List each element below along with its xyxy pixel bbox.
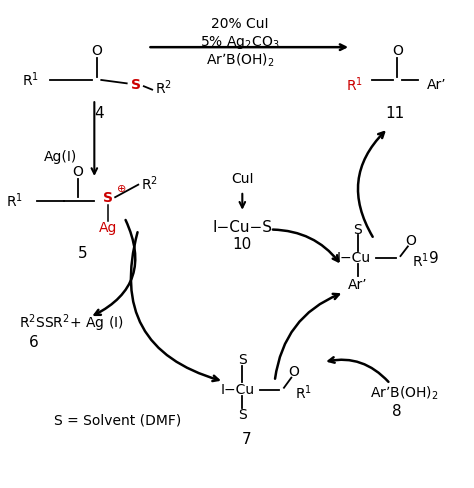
Text: R$^2$SSR$^2$+ Ag (I): R$^2$SSR$^2$+ Ag (I) [19, 313, 124, 334]
Text: Ar’B(OH)$_2$: Ar’B(OH)$_2$ [370, 385, 438, 402]
Text: O: O [289, 365, 300, 379]
Text: R$^1$: R$^1$ [295, 383, 312, 402]
Text: 11: 11 [385, 106, 404, 121]
Text: R$^1$: R$^1$ [6, 191, 23, 210]
Text: O: O [406, 234, 417, 247]
Text: O: O [392, 44, 403, 58]
Text: Ar’B(OH)$_2$: Ar’B(OH)$_2$ [206, 52, 274, 69]
Text: R$^1$: R$^1$ [412, 252, 429, 270]
Text: 9: 9 [429, 251, 439, 266]
Text: 5% Ag$_2$CO$_3$: 5% Ag$_2$CO$_3$ [200, 34, 280, 51]
Text: CuI: CuI [231, 172, 254, 186]
Text: S: S [131, 78, 141, 92]
Text: O: O [73, 164, 83, 179]
Text: Ag(I): Ag(I) [44, 150, 77, 164]
Text: 4: 4 [94, 106, 104, 121]
Text: 6: 6 [29, 335, 39, 350]
Text: I−Cu: I−Cu [220, 383, 255, 397]
Text: O: O [91, 44, 102, 58]
Text: R$^2$: R$^2$ [141, 174, 158, 193]
Text: ⊕: ⊕ [118, 183, 127, 194]
Text: R$^1$: R$^1$ [346, 76, 363, 94]
Text: Ar’: Ar’ [348, 278, 368, 292]
Text: 5: 5 [78, 246, 88, 261]
Text: 20% CuI: 20% CuI [211, 18, 269, 32]
Text: Ar’: Ar’ [427, 78, 447, 92]
Text: S: S [103, 191, 113, 205]
Text: 8: 8 [392, 405, 402, 419]
Text: I−Cu−S: I−Cu−S [212, 220, 273, 235]
Text: S: S [354, 223, 362, 237]
Text: 10: 10 [233, 238, 252, 252]
Text: S: S [238, 408, 246, 422]
Text: I−Cu: I−Cu [336, 251, 370, 265]
Text: 7: 7 [242, 432, 252, 447]
Text: Ag: Ag [99, 221, 118, 235]
Text: S: S [238, 353, 246, 367]
Text: R$^2$: R$^2$ [155, 79, 172, 98]
Text: R$^1$: R$^1$ [22, 71, 39, 89]
Text: S = Solvent (DMF): S = Solvent (DMF) [54, 413, 181, 427]
